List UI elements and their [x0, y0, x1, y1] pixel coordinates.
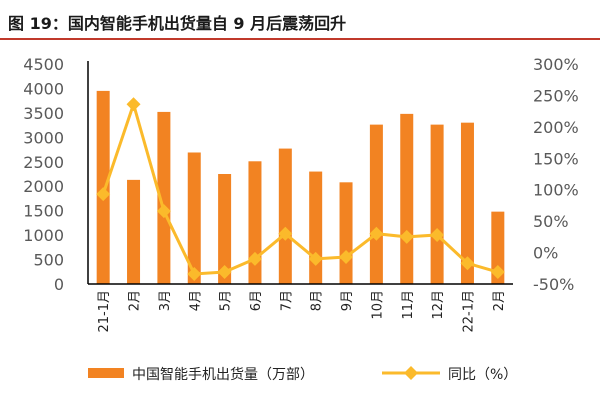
bar-2月 [491, 211, 505, 284]
left-tick-label: 3000 [23, 128, 64, 147]
x-tick-label: 2月 [128, 290, 143, 311]
yoy-point-6月 [247, 251, 262, 266]
x-tick-label: 4月 [188, 290, 203, 311]
right-tick-label: 150% [533, 149, 579, 168]
yoy-point-5月 [217, 265, 232, 280]
left-tick-label: 1500 [23, 202, 64, 221]
yoy-point-21-1月 [96, 187, 111, 202]
yoy-point-7月 [278, 226, 293, 241]
x-tick-label: 3月 [158, 290, 173, 311]
yoy-point-4月 [187, 266, 202, 281]
right-tick-label: 200% [533, 118, 579, 137]
yoy-point-2月 [490, 265, 505, 280]
legend-line-label: 同比（%） [448, 367, 517, 383]
bar-3月 [157, 111, 171, 285]
right-tick-label: 100% [533, 181, 579, 200]
bar-4月 [187, 152, 201, 284]
left-tick-label: 4000 [23, 79, 64, 98]
legend-bar-label: 中国智能手机出货量（万部） [132, 366, 314, 383]
yoy-point-22-1月 [460, 256, 475, 271]
x-tick-label: 6月 [249, 290, 264, 311]
yoy-point-11月 [399, 229, 414, 244]
x-tick-label: 21-1月 [97, 290, 112, 333]
right-tick-label: 300% [533, 55, 579, 74]
x-tick-label: 2月 [492, 290, 507, 311]
left-tick-label: 2000 [23, 177, 64, 196]
x-tick-label: 9月 [340, 290, 355, 311]
bar-11月 [400, 113, 414, 284]
left-tick-label: 500 [33, 251, 64, 270]
bar-12月 [430, 124, 444, 284]
left-tick-label: 0 [54, 275, 64, 294]
title-rule [0, 38, 600, 40]
x-tick-label: 5月 [219, 290, 234, 311]
left-tick-label: 2500 [23, 153, 64, 172]
left-tick-label: 4500 [23, 55, 64, 74]
bar-22-1月 [460, 122, 474, 285]
bar-9月 [339, 182, 353, 284]
right-tick-label: 250% [533, 86, 579, 105]
x-tick-label: 8月 [310, 290, 325, 311]
x-tick-label: 10月 [370, 290, 385, 320]
bar-5月 [218, 174, 232, 284]
bar-2月 [127, 179, 141, 284]
x-tick-label: 7月 [279, 290, 294, 311]
bar-8月 [309, 171, 323, 284]
legend-bar-swatch [88, 368, 124, 378]
left-tick-label: 3500 [23, 104, 64, 123]
bar-7月 [278, 148, 292, 284]
legend-line-marker [404, 366, 418, 380]
left-tick-label: 1000 [23, 226, 64, 245]
x-tick-label: 12月 [431, 290, 446, 320]
right-tick-label: 0% [533, 244, 558, 263]
yoy-point-12月 [430, 227, 445, 242]
right-tick-label: 50% [533, 212, 569, 231]
figure-title: 图 19：国内智能手机出货量自 9 月后震荡回升 [8, 14, 347, 33]
yoy-point-9月 [339, 249, 354, 264]
x-tick-label: 22-1月 [461, 290, 476, 333]
yoy-point-2月 [126, 97, 141, 112]
bar-6月 [248, 161, 262, 284]
right-tick-label: -50% [533, 275, 574, 294]
x-tick-label: 11月 [401, 290, 416, 320]
bar-10月 [369, 124, 383, 284]
yoy-point-10月 [369, 226, 384, 241]
yoy-point-8月 [308, 251, 323, 266]
yoy-point-3月 [156, 204, 171, 219]
